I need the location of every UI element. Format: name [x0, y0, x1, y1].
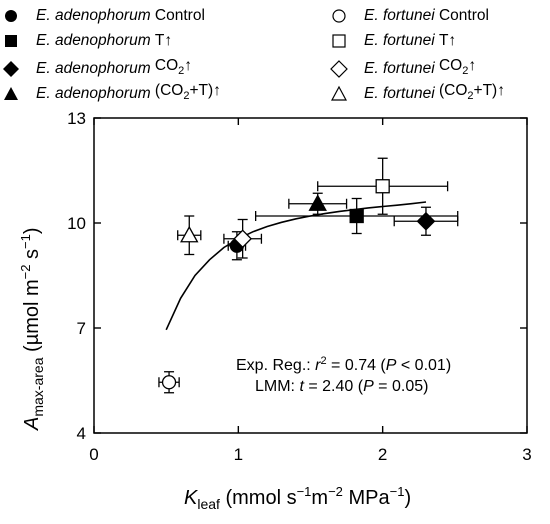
legend-item: E. fortunei T↑ [330, 31, 456, 51]
legend-treatment: T↑ [438, 32, 457, 49]
filled-triangle-icon [4, 86, 18, 100]
x-tick-label: 1 [234, 445, 243, 464]
annotation-regression: Exp. Reg.: r2 = 0.74 (P < 0.01) [236, 355, 451, 374]
x-axis-label: Kleaf (mmol s−1m−2 MPa−1) [184, 484, 411, 512]
marker-diamond [233, 229, 253, 249]
legend-item: E. fortunei (CO2+T)↑ [330, 81, 505, 106]
open-triangle-icon [330, 85, 348, 101]
y-axis-label: Amax-area (µmol m−2 s−1) [18, 227, 46, 431]
filled-circle-icon [5, 10, 17, 22]
legend-item: E. adenophorum Control [2, 6, 205, 26]
legend-item: E. adenophorum CO2↑ [2, 56, 192, 81]
data-point [317, 157, 449, 215]
axis-ticks: 0 1 2 3 4 7 10 13 [67, 109, 532, 464]
marker-square [375, 179, 390, 194]
x-tick-label: 0 [89, 445, 98, 464]
legend-species: E. adenophorum [36, 7, 151, 24]
y-tick-label: 10 [67, 214, 86, 233]
legend-treatment: (CO2+T)↑ [154, 82, 221, 103]
legend-treatment: Control [438, 7, 489, 24]
data-point [288, 192, 348, 215]
data-point [393, 206, 459, 236]
marker-triangle [180, 225, 199, 243]
data-point [223, 218, 263, 259]
plot-frame [93, 117, 528, 434]
legend-treatment: CO2↑ [154, 57, 193, 78]
y-tick-label: 7 [77, 319, 86, 338]
legend-treatment: T↑ [154, 32, 173, 49]
legend-species: E. adenophorum [36, 32, 151, 49]
legend-item: E. fortunei Control [330, 6, 489, 26]
legend-species: E. fortunei [364, 59, 435, 77]
x-tick-label: 3 [522, 445, 531, 464]
legend-item: E. adenophorum (CO2+T)↑ [2, 81, 221, 106]
open-square-icon [332, 34, 346, 48]
legend-treatment: CO2↑ [438, 57, 477, 78]
data-point [158, 371, 180, 394]
legend-species: E. fortunei [364, 84, 435, 102]
legend-treatment: (CO2+T)↑ [438, 82, 505, 103]
data-points [158, 157, 459, 394]
legend-item: E. fortunei CO2↑ [330, 56, 476, 81]
legend-treatment: Control [154, 7, 205, 24]
x-tick-label: 2 [378, 445, 387, 464]
legend-species: E. adenophorum [36, 59, 151, 77]
y-tick-label: 13 [67, 109, 86, 128]
legend-species: E. fortunei [364, 32, 435, 49]
open-diamond-icon [330, 59, 348, 78]
regression-curve [165, 201, 427, 331]
marker-diamond [416, 211, 436, 231]
marker-square [349, 208, 364, 224]
data-point [177, 215, 202, 256]
y-tick-label: 4 [77, 424, 86, 443]
filled-diamond-icon [3, 60, 19, 77]
legend-species: E. fortunei [364, 7, 435, 24]
open-circle-icon [332, 9, 346, 23]
legend: E. adenophorum Control E. adenophorum T↑… [0, 0, 550, 120]
legend-item: E. adenophorum T↑ [2, 31, 172, 51]
legend-species: E. adenophorum [36, 84, 151, 102]
marker-circle [161, 375, 177, 390]
annotation-lmm: LMM: t = 2.40 (P = 0.05) [255, 378, 428, 395]
filled-square-icon [5, 35, 17, 47]
marker-triangle [308, 194, 327, 211]
